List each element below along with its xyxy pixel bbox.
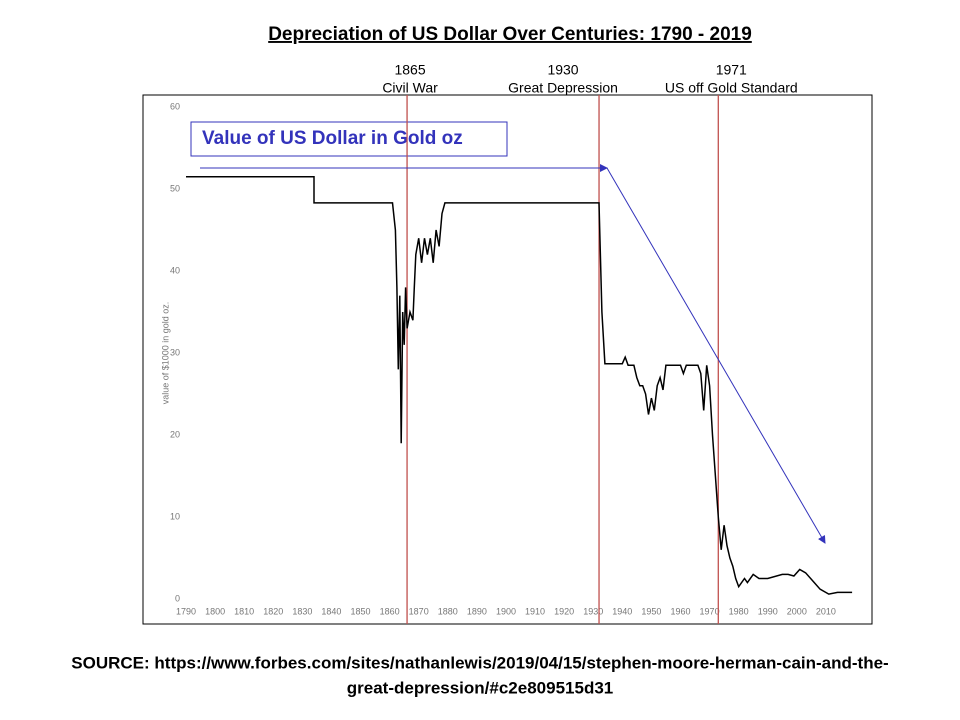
source-line: SOURCE: https://www.forbes.com/sites/nat… bbox=[71, 653, 888, 672]
x-tick-label: 1950 bbox=[641, 606, 661, 616]
x-tick-label: 1930 bbox=[583, 606, 603, 616]
x-tick-label: 1880 bbox=[438, 606, 458, 616]
x-tick-label: 1800 bbox=[205, 606, 225, 616]
event-year: 1865 bbox=[394, 62, 425, 78]
x-tick-label: 2010 bbox=[816, 606, 836, 616]
legend-text: Value of US Dollar in Gold oz bbox=[202, 128, 463, 149]
y-tick-label: 60 bbox=[170, 101, 180, 111]
x-tick-label: 1820 bbox=[263, 606, 283, 616]
arrow bbox=[606, 167, 826, 544]
x-tick-label: 1890 bbox=[467, 606, 487, 616]
x-tick-label: 1870 bbox=[409, 606, 429, 616]
event-year: 1930 bbox=[547, 62, 578, 78]
x-tick-label: 1970 bbox=[700, 606, 720, 616]
event-label: Great Depression bbox=[508, 80, 618, 96]
source-line: great-depression/#c2e809515d31 bbox=[347, 678, 614, 697]
x-tick-label: 1980 bbox=[729, 606, 749, 616]
x-tick-label: 2000 bbox=[787, 606, 807, 616]
x-tick-label: 1990 bbox=[758, 606, 778, 616]
x-tick-label: 1960 bbox=[670, 606, 690, 616]
x-tick-label: 1830 bbox=[292, 606, 312, 616]
event-label: Civil War bbox=[382, 80, 438, 96]
x-tick-label: 1850 bbox=[351, 606, 371, 616]
legend-box bbox=[190, 121, 508, 157]
x-tick-label: 1910 bbox=[525, 606, 545, 616]
x-tick-label: 1840 bbox=[321, 606, 341, 616]
y-tick-label: 50 bbox=[170, 183, 180, 193]
event-label: US off Gold Standard bbox=[665, 80, 798, 96]
x-tick-label: 1810 bbox=[234, 606, 254, 616]
y-tick-label: 30 bbox=[170, 347, 180, 357]
y-tick-label: 0 bbox=[175, 593, 180, 603]
y-axis-label: value of $1000 in gold oz. bbox=[160, 302, 170, 405]
x-tick-label: 1860 bbox=[380, 606, 400, 616]
y-tick-label: 20 bbox=[170, 429, 180, 439]
chart-title: Depreciation of US Dollar Over Centuries… bbox=[268, 24, 752, 45]
y-tick-label: 10 bbox=[170, 511, 180, 521]
x-tick-label: 1790 bbox=[176, 606, 196, 616]
y-tick-label: 40 bbox=[170, 265, 180, 275]
plot-frame bbox=[142, 94, 873, 625]
x-tick-label: 1900 bbox=[496, 606, 516, 616]
x-tick-label: 1920 bbox=[554, 606, 574, 616]
series-line bbox=[186, 175, 853, 595]
event-year: 1971 bbox=[716, 62, 747, 78]
x-tick-label: 1940 bbox=[612, 606, 632, 616]
